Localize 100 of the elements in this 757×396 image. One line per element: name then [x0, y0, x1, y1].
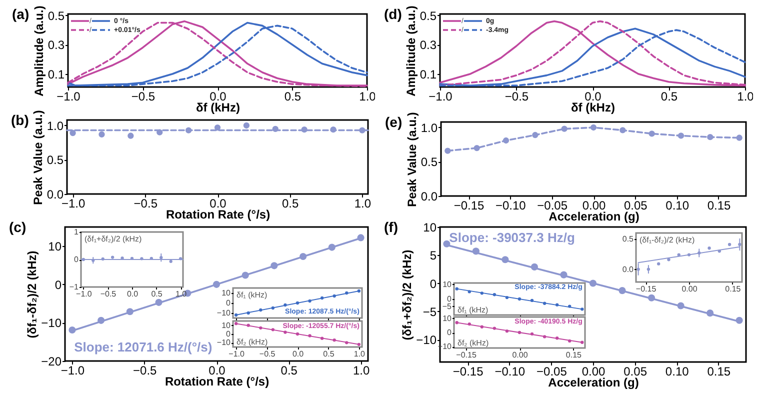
y-axis-title: δf₂ (kHz) — [458, 338, 489, 348]
y-tick-label: 0 — [226, 298, 232, 308]
y-axis-title: δf₁ (kHz) — [236, 290, 268, 300]
x-tick-label: −0.5 — [131, 90, 156, 104]
x-tick-label: 0.5 — [284, 90, 302, 104]
point — [667, 258, 670, 262]
x-tick-label: 0.05 — [624, 198, 648, 212]
point — [128, 132, 134, 139]
y-tick-label: −1 — [69, 282, 80, 292]
x-tick-label: 0.10 — [665, 364, 690, 378]
y-tick-label: −10 — [416, 333, 437, 347]
y-axis-title: (δf₁-δf₂)/2 (kHz) — [25, 250, 40, 338]
y-axis-title: Peak Value (a.u.) — [30, 110, 45, 205]
x-tick-label: −0.5 — [134, 196, 158, 210]
point — [636, 268, 640, 271]
x-tick-label: −1.0 — [61, 196, 86, 210]
x-tick-label: 0.0 — [126, 290, 139, 298]
y-tick-label: 0.5 — [420, 8, 437, 23]
x-tick-label: −0.5 — [504, 90, 529, 104]
point — [444, 148, 451, 154]
point — [738, 242, 742, 246]
x-tick-label: 0.15 — [707, 198, 731, 212]
point — [590, 124, 597, 131]
x-tick-label: 0.05 — [624, 364, 648, 378]
annotation: Slope: -39037.3 Hz/g — [449, 230, 575, 245]
chart-title: (d) — [384, 6, 402, 22]
x-tick-label: −0.10 — [495, 198, 526, 212]
x-tick-label: 0.00 — [582, 198, 606, 212]
y-tick-label: −5 — [442, 302, 452, 311]
y-axis-title: Amplitude (a.u.) — [32, 6, 46, 96]
y-tick-label: 0.3 — [48, 38, 65, 52]
y-axis-title: Peak Value (a.u.) — [404, 112, 419, 207]
point — [708, 246, 711, 250]
y-tick-label: 10 — [222, 320, 232, 330]
x-tick-label: −0.05 — [537, 198, 568, 212]
y-tick-label: 1.0 — [420, 120, 438, 135]
point — [70, 130, 76, 136]
x-tick-label: −1.0 — [428, 90, 453, 104]
point — [707, 134, 714, 140]
y-tick-label: 0.5 — [420, 155, 438, 170]
y-tick-label: 10 — [48, 240, 62, 254]
y-axis-title: δf₁ (kHz) — [458, 306, 489, 314]
point — [98, 131, 105, 138]
point — [657, 262, 660, 266]
point — [214, 124, 221, 131]
x-tick-label: 0.5 — [660, 90, 678, 104]
y-tick-label: 0 — [226, 330, 232, 338]
x-tick-label: −1.0 — [76, 290, 92, 298]
x-axis-title: Rotation Rate (°/s) — [164, 374, 270, 388]
x-tick-label: 0.15 — [566, 350, 582, 360]
x-tick-label: −0.15 — [452, 364, 484, 378]
y-tick-label: 5 — [430, 248, 437, 263]
y-axis-title: (δf₁+δf₂)/2 (kHz) — [400, 250, 414, 340]
y-axis-title: Amplitude (a.u.) — [404, 6, 418, 96]
y-tick-label: −20 — [41, 354, 62, 368]
x-tick-label: 0.15 — [725, 284, 742, 294]
y-tick-label: 1.0 — [46, 118, 64, 133]
x-tick-label: 1.0 — [354, 350, 366, 358]
y-tick-label: 0.1 — [48, 67, 65, 82]
x-tick-label: −0.15 — [636, 284, 657, 294]
x-tick-label: −1.0 — [228, 350, 246, 358]
x-tick-label: 1.0 — [737, 90, 754, 104]
x-tick-label: −1.0 — [60, 364, 85, 378]
y-tick-label: 10 — [442, 314, 452, 323]
chart-title: (c) — [9, 219, 26, 235]
y-tick-label: 0.3 — [420, 38, 437, 52]
y-axis-title: (δf₁+δf₂)/2 (kHz) — [84, 234, 142, 244]
x-tick-label: 1.0 — [359, 90, 376, 104]
x-axis-title: δf (kHz) — [196, 100, 240, 114]
chart-title: (a) — [12, 6, 30, 22]
y-tick-label: 0 — [447, 294, 452, 304]
y-tick-label: −10 — [216, 308, 232, 318]
point — [677, 253, 680, 256]
x-tick-label: −0.5 — [259, 350, 276, 358]
annotation: Slope: 12071.6 Hz/(°/s) — [74, 340, 212, 355]
point — [474, 144, 480, 152]
point — [648, 130, 655, 137]
y-tick-label: 0 — [54, 278, 62, 292]
x-tick-label: 0.0 — [292, 350, 304, 358]
point — [502, 137, 510, 144]
x-tick-label: −0.15 — [456, 350, 477, 360]
x-tick-label: 0.00 — [582, 364, 606, 378]
x-tick-label: 0.00 — [512, 350, 528, 360]
y-tick-label: 0.5 — [48, 8, 65, 23]
y-tick-label: 0 — [430, 276, 437, 291]
x-tick-label: 0.00 — [682, 284, 698, 294]
x-axis-title: Acceleration (g) — [548, 376, 639, 390]
chart-title: (f) — [384, 219, 398, 235]
x-tick-label: −0.15 — [454, 198, 484, 212]
x-axis-title: δf (kHz) — [571, 100, 615, 114]
x-tick-label: −0.5 — [133, 364, 158, 378]
point — [620, 127, 626, 134]
point — [532, 132, 538, 138]
x-tick-label: 1.0 — [354, 196, 372, 210]
x-tick-label: 0.0 — [584, 90, 602, 104]
chart-title: (e) — [385, 114, 402, 130]
x-tick-label: −1.0 — [56, 90, 81, 104]
y-tick-label: 0.5 — [46, 153, 64, 168]
y-axis-title: δf₂ (kHz) — [236, 338, 268, 346]
x-tick-label: 0.5 — [280, 364, 298, 378]
